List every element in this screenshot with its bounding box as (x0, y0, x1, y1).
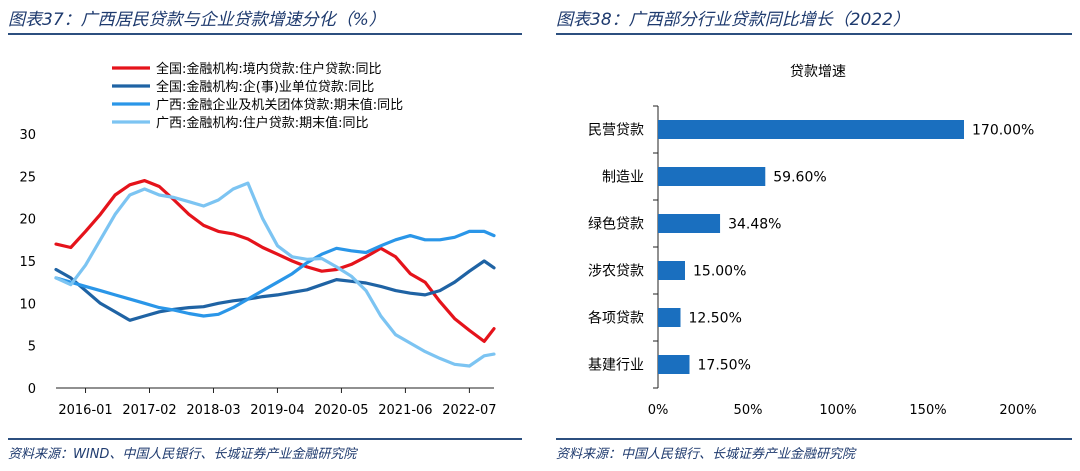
legend-label-1: 全国:金融机构:境内贷款:住户贷款:同比 (156, 61, 382, 77)
category-label: 涉农贷款 (588, 264, 644, 280)
bar-value-label: 59.60% (773, 170, 826, 186)
right-source-divider (556, 438, 1072, 440)
y-tick-label: 10 (19, 297, 36, 312)
y-tick-label: 30 (19, 128, 36, 143)
x-tick-label: 2017-02 (122, 403, 176, 418)
y-tick-label: 20 (19, 213, 36, 228)
category-label: 各项贷款 (588, 311, 644, 327)
x-tick-label: 2021-06 (378, 403, 432, 418)
y-tick-label: 25 (19, 170, 36, 185)
x-tick-label: 150% (909, 403, 946, 418)
bar-chart-title-group: 贷款增速 (790, 64, 846, 80)
line-chart: 全国:金融机构:境内贷款:住户贷款:同比全国:金融机构:企(事)业单位贷款:同比… (19, 61, 496, 418)
bar-value-label: 170.00% (972, 123, 1034, 139)
right-figure: 图表38：广西部分行业贷款同比增长（2022） 贷款增速 民营贷款制造业绿色贷款… (548, 0, 1080, 471)
x-tick-label: 2020-05 (314, 403, 368, 418)
x-tick-label: 2019-04 (250, 403, 304, 418)
legend-label-2: 全国:金融机构:企(事)业单位贷款:同比 (156, 79, 374, 95)
x-tick-label: 200% (999, 403, 1036, 418)
y-tick-label: 5 (28, 340, 36, 355)
bar-value-label: 17.50% (698, 358, 751, 374)
left-source-divider (8, 438, 522, 440)
category-label: 制造业 (602, 170, 644, 186)
bar-chart-title: 贷款增速 (790, 64, 846, 80)
category-label: 绿色贷款 (588, 216, 644, 233)
legend-label-4: 广西:金融机构:住户贷款:期末值:同比 (156, 115, 369, 131)
right-source-note: 资料来源：中国人民银行、长城证券产业金融研究院 (556, 447, 856, 462)
series-line-4 (54, 181, 496, 368)
x-tick-label: 100% (819, 403, 856, 418)
category-label: 民营贷款 (588, 123, 644, 139)
category-label: 基建行业 (588, 357, 644, 374)
bar-value-label: 15.00% (693, 264, 746, 280)
bar (658, 355, 690, 374)
x-tick-label: 50% (734, 403, 763, 418)
line-chart-legend: 全国:金融机构:境内贷款:住户贷款:同比全国:金融机构:企(事)业单位贷款:同比… (112, 61, 403, 131)
series-line-1 (54, 179, 496, 343)
bar-value-label: 12.50% (689, 311, 742, 327)
y-tick-label: 0 (28, 382, 36, 397)
series-line-2 (54, 259, 496, 322)
bar-value-label: 34.48% (728, 217, 781, 233)
line-chart-lines (54, 179, 496, 368)
x-tick-label: 0% (648, 403, 669, 418)
x-tick-label: 2018-03 (186, 403, 240, 418)
left-figure-title: 图表37：广西居民贷款与企业贷款增速分化（%） (8, 10, 386, 30)
bar (658, 120, 964, 139)
bar (658, 261, 685, 280)
bar-chart-bars: 170.00% 59.60% 34.48% 15.00% 12.50% 17.50% (658, 120, 1034, 374)
y-tick-label: 15 (19, 255, 36, 270)
bar (658, 214, 721, 233)
bar (658, 167, 766, 186)
right-figure-title: 图表38：广西部分行业贷款同比增长（2022） (556, 10, 910, 30)
bar (658, 308, 681, 327)
line-chart-axes: 0 5 10 15 20 25 30 2016-01 2017-02 2018-03 2019-04… (19, 128, 496, 418)
left-source-note: 资料来源：WIND、中国人民银行、长城证券产业金融研究院 (8, 447, 357, 462)
left-title-divider (8, 33, 522, 35)
left-figure: 图表37：广西居民贷款与企业贷款增速分化（%） 全国:金融机构:境内贷款:住户贷… (0, 0, 530, 471)
right-title-divider (556, 33, 1072, 35)
series-line-3 (54, 229, 496, 318)
x-tick-label: 2022-07 (442, 403, 496, 418)
x-tick-label: 2016-01 (58, 403, 112, 418)
legend-label-3: 广西:金融企业及机关团体贷款:期末值:同比 (156, 97, 403, 113)
